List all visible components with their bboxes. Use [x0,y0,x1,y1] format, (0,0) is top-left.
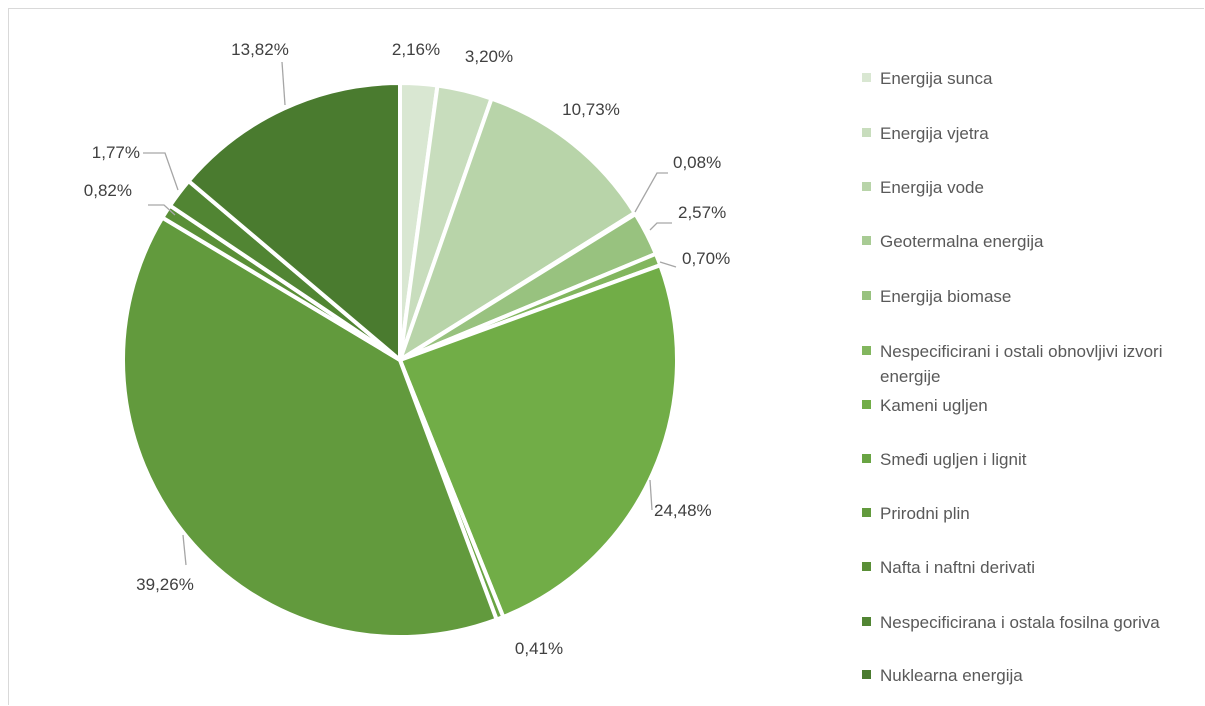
leader-line [649,479,653,511]
data-label: 2,16% [392,40,440,59]
legend-label: Energija vjetra [880,124,989,143]
data-label: 2,57% [678,203,726,222]
legend-swatch [862,73,871,82]
legend-item: Geotermalna energija [862,229,1202,254]
legend-item: Kameni ugljen [862,393,1202,418]
leader-line [143,152,179,191]
legend-swatch [862,670,871,679]
legend-item: Energija biomase [862,284,1202,309]
legend-swatch [862,236,871,245]
legend-label: Energija biomase [880,287,1012,306]
legend-swatch [862,508,871,517]
leader-line [659,261,677,268]
data-label: 0,08% [673,153,721,172]
legend-swatch [862,128,871,137]
legend-item: Prirodni plin [862,501,1202,526]
legend-label: Smeđi ugljen i lignit [880,450,1027,469]
legend-item: Smeđi ugljen i lignit [862,447,1202,472]
legend-swatch [862,454,871,463]
pie-slice [398,96,637,362]
data-label: 0,70% [682,249,730,268]
legend-item: Nespecificirani i ostali obnovljivi izvo… [862,339,1202,389]
data-label: 13,82% [231,40,289,59]
pie-slice [121,215,499,639]
legend-label: Energija sunca [880,69,993,88]
legend-label: Nespecificirana i ostala fosilna goriva [880,613,1160,632]
legend-swatch [862,562,871,571]
data-label: 10,73% [562,100,620,119]
leader-line [148,204,176,216]
legend-item: Nespecificirana i ostala fosilna goriva [862,610,1202,635]
legend-swatch [862,182,871,191]
legend-item: Energija sunca [862,66,1202,91]
legend-item: Nuklearna energija [862,663,1202,688]
legend-label: Energija vode [880,178,984,197]
legend-item: Nafta i naftni derivati [862,555,1202,580]
pie-slice [186,81,402,362]
legend-item: Energija vode [862,175,1202,200]
chart-frame [8,8,1204,705]
data-label: 39,26% [136,575,194,594]
data-label: 24,48% [654,501,712,520]
data-label: 0,82% [84,181,132,200]
legend-label: Prirodni plin [880,504,970,523]
legend-label: Nafta i naftni derivati [880,558,1035,577]
pie-chart: 2,16% 3,20% 10,73% 0,08% 2,57% 0,70% 24,48% 0,4… [84,40,730,658]
legend-label: Nuklearna energija [880,666,1023,685]
legend-label: Geotermalna energija [880,232,1044,251]
legend-swatch [862,617,871,626]
legend-label: Kameni ugljen [880,396,988,415]
legend-label: Nespecificirani i ostali obnovljivi izvo… [880,342,1163,386]
legend-item: Energija vjetra [862,121,1202,146]
legend-swatch [862,291,871,300]
data-label: 1,77% [92,143,140,162]
data-label: 3,20% [465,47,513,66]
data-label: 0,41% [515,639,563,658]
leader-line [634,172,668,213]
legend-swatch [862,400,871,409]
leader-line [649,222,672,231]
legend-swatch [862,346,871,355]
leader-line [182,534,187,566]
leader-line [281,61,286,106]
